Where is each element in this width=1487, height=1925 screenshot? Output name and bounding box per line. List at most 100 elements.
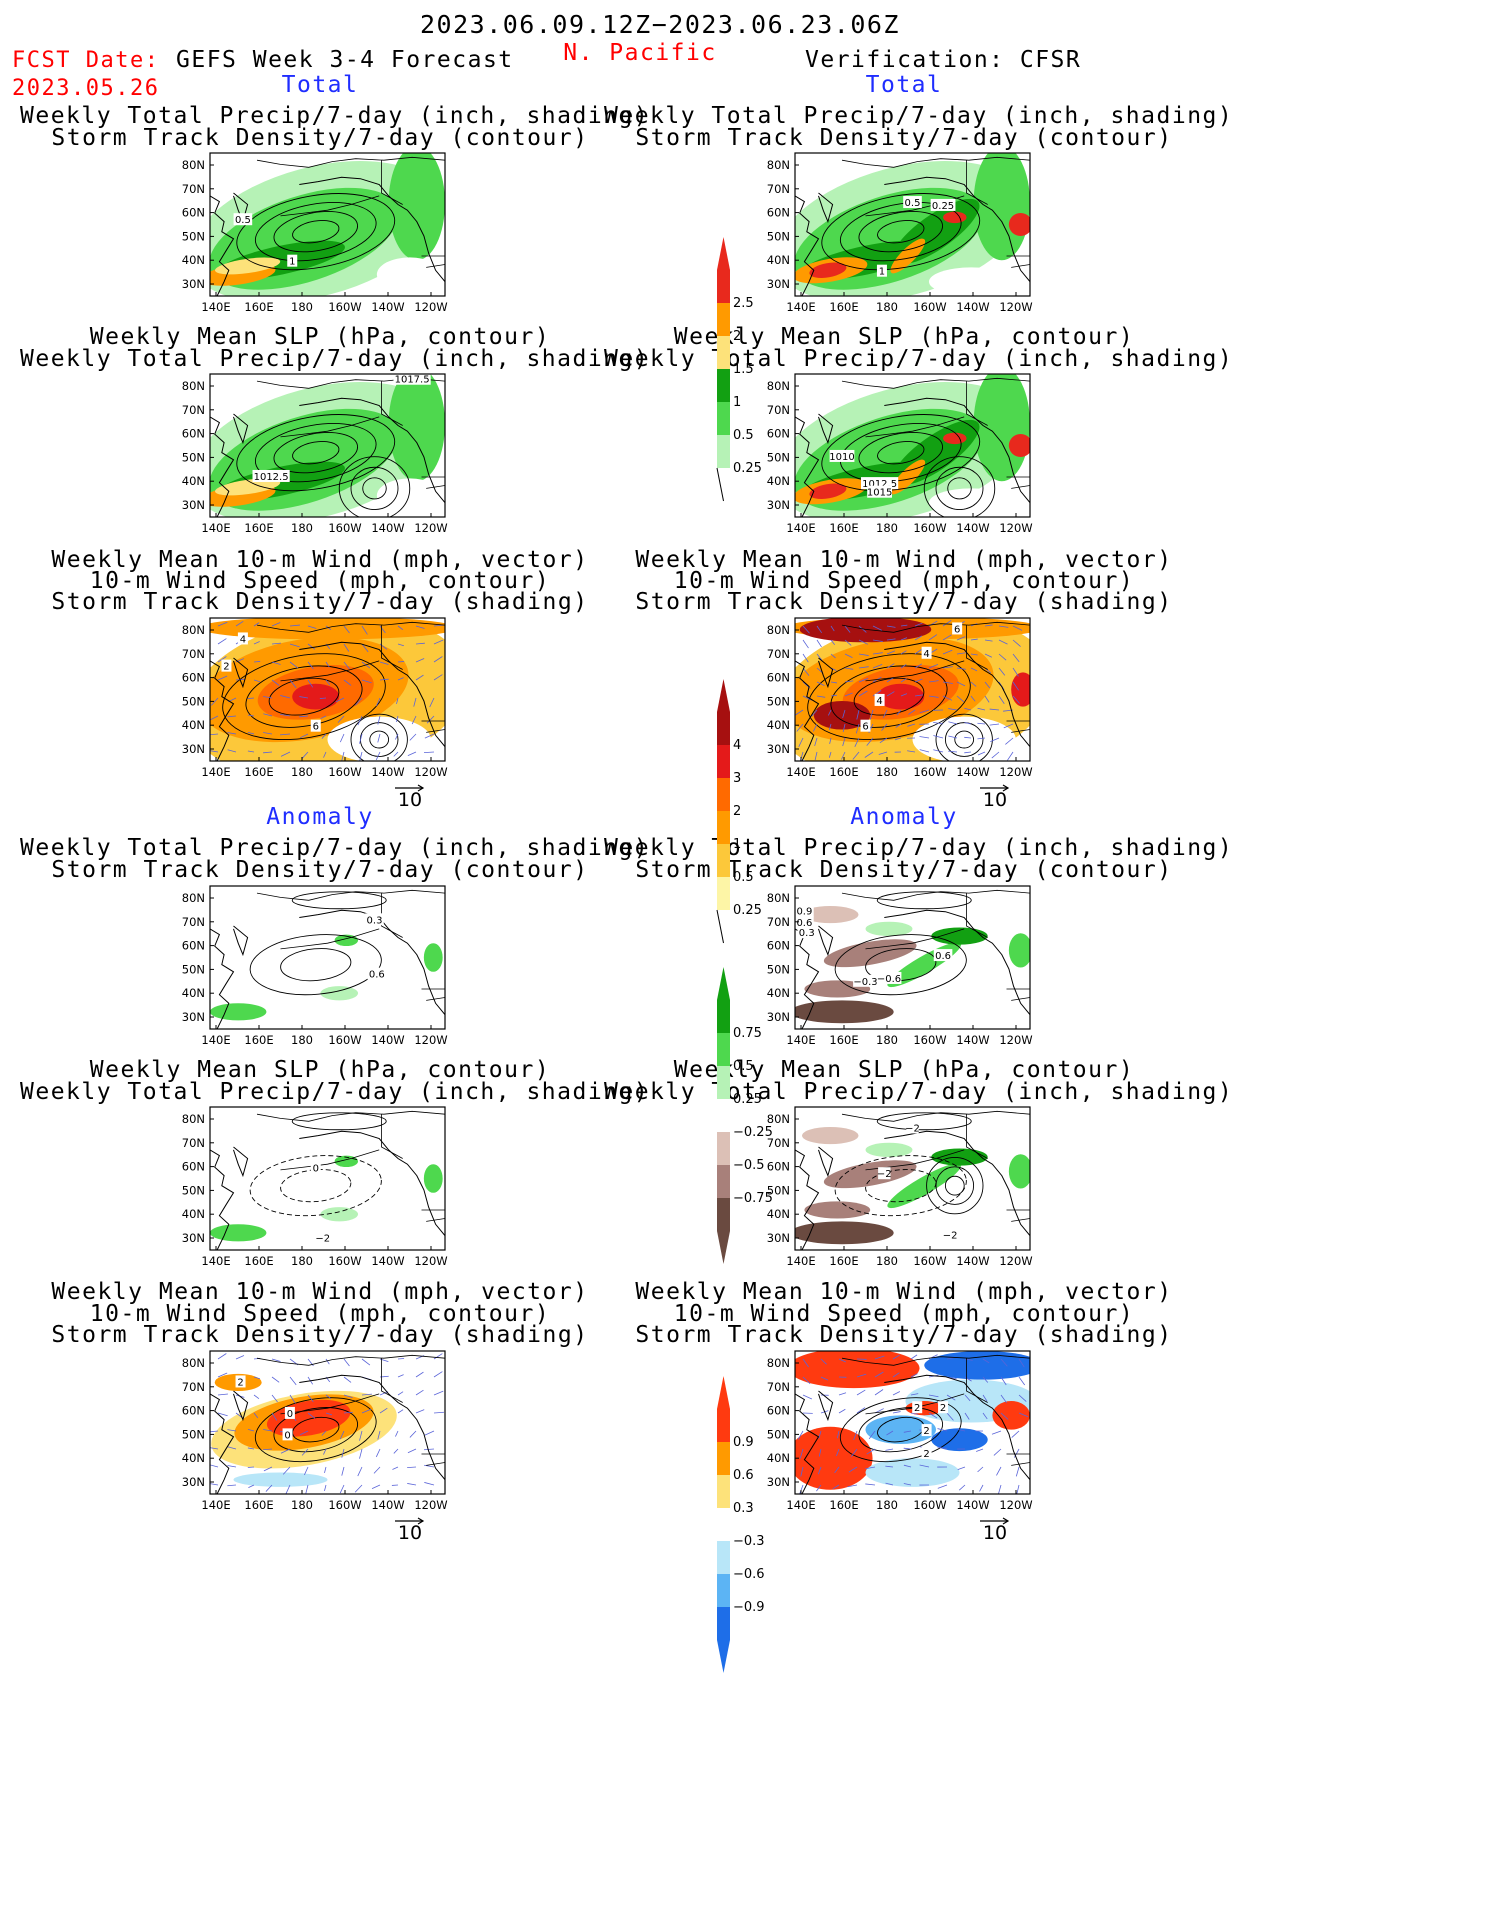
- wind-vector: [984, 624, 993, 627]
- wind-vector: [319, 697, 327, 699]
- lon-tick-label: 160W: [328, 765, 361, 779]
- contour-label-bg: [252, 469, 290, 482]
- model-title: GEFS Week 3-4 Forecast: [176, 47, 514, 73]
- map-panel-R3: 6 4 4 6 80N 70N 60N 50N 40N 30N 140E 160E 180 160W 140…: [767, 617, 1033, 811]
- aleutian-chain: [280, 1149, 380, 1171]
- lon-tick-label: 160E: [244, 1498, 273, 1512]
- contour-label-bg: [903, 196, 922, 209]
- wind-vector: [299, 715, 309, 718]
- wind-vector: [802, 695, 812, 701]
- wind-vector: [858, 690, 868, 697]
- lon-tick-label: 180: [876, 300, 898, 314]
- wind-vector: [357, 715, 363, 726]
- contour-label-bg: [797, 926, 817, 939]
- contour-label: 0.6: [935, 951, 951, 962]
- map-frame: [794, 1106, 1031, 1251]
- wind-vector: [933, 735, 944, 739]
- us-canada-border: [381, 381, 403, 426]
- wind-vector: [253, 661, 261, 663]
- shading-patch: [233, 1472, 328, 1487]
- wind-vector: [253, 1394, 260, 1400]
- wind-vector: [343, 679, 352, 686]
- wind-vector: [392, 1466, 399, 1470]
- wind-vector: [814, 737, 818, 747]
- contour-line: [858, 1407, 944, 1453]
- state-border: [1011, 264, 1030, 268]
- R3-title-1: Weekly Mean 10-m Wind (mph, vector): [635, 547, 1173, 573]
- wind-vector: [263, 1429, 273, 1432]
- wind-vector: [900, 624, 908, 627]
- contour-label-bg: [233, 213, 253, 226]
- wind-vector: [337, 715, 345, 723]
- R1-title-1: Weekly Total Precip/7-day (inch, shading…: [604, 103, 1234, 129]
- wind-vector: [865, 1466, 876, 1470]
- wind-vector: [321, 1430, 327, 1436]
- contour-label: 0: [313, 1163, 319, 1174]
- wind-vector: [217, 638, 227, 645]
- colorbar-segment: [717, 270, 730, 303]
- wind-vector: [977, 737, 986, 740]
- shading-patch: [823, 1160, 917, 1189]
- wind-vector: [325, 1358, 330, 1365]
- wind-vector: [375, 1448, 381, 1458]
- map-field: 4 2 6: [210, 618, 445, 761]
- wind-vector: [361, 625, 368, 635]
- wind-vector: [903, 1464, 912, 1468]
- wind-vector: [411, 715, 417, 725]
- shading-patch: [1008, 434, 1030, 457]
- wind-vector: [304, 1466, 309, 1476]
- map-panel-L4: 0.3 0.6 80N 70N 60N 50N 40N 30N 140E 160E 180 160W 1…: [182, 885, 448, 1047]
- wind-vector: [919, 709, 930, 714]
- fcst-date-value: 2023.05.26: [12, 76, 160, 101]
- contour-label-bg: [878, 1167, 891, 1180]
- lat-tick-label: 60N: [182, 206, 205, 220]
- contour-line: [236, 193, 396, 271]
- wind-vector: [424, 733, 435, 739]
- lat-tick-label: 50N: [767, 450, 790, 464]
- wind-vector: [433, 656, 443, 663]
- lat-tick-label: 40N: [182, 718, 205, 732]
- wind-vector: [886, 691, 895, 697]
- shading-patch: [887, 1163, 962, 1209]
- reference-vector-arrowhead: [1002, 1517, 1010, 1525]
- colorbar-segment: [717, 1165, 730, 1198]
- wind-vector: [834, 1466, 840, 1474]
- wind-vector: [1011, 1430, 1020, 1438]
- wind-vector: [948, 735, 958, 739]
- wind-vector: [948, 708, 958, 711]
- colorbar-tick-label: 2: [733, 329, 741, 344]
- wind-vector: [271, 679, 280, 686]
- wind-vector: [865, 1483, 876, 1486]
- lon-tick-label: 140E: [201, 521, 230, 535]
- colorbar-precip-anom: 0.75 0.5 0.25 −0.25 −0.5 −0.75: [717, 967, 773, 1264]
- wind-vector: [844, 692, 853, 697]
- lat-tick-label: 50N: [767, 962, 790, 976]
- wind-vector: [433, 1353, 443, 1360]
- wind-vector: [964, 1376, 972, 1382]
- contour-line: [254, 423, 377, 483]
- us-canada-border: [966, 381, 988, 426]
- colorbar-tick-label: 0.75: [733, 1026, 762, 1041]
- wind-vector: [984, 681, 991, 689]
- map-field: 0.5 0.25 1: [795, 153, 1030, 296]
- wind-vector: [323, 1448, 327, 1455]
- wind-vector: [850, 1448, 858, 1457]
- wind-vector: [397, 677, 404, 681]
- wind-vector: [325, 661, 330, 668]
- contour-label: −0.3: [853, 977, 877, 988]
- wind-vector: [872, 639, 883, 642]
- lon-tick-label: 120W: [999, 1254, 1032, 1268]
- lat-tick-label: 30N: [767, 277, 790, 291]
- wind-vector: [253, 641, 260, 645]
- contour-line: [858, 432, 943, 474]
- wind-vector: [942, 666, 953, 669]
- map-field: 0.3 0.6: [210, 886, 445, 1029]
- wind-vector: [375, 751, 381, 761]
- contour-line: [245, 665, 363, 728]
- R6-title-1: Weekly Mean 10-m Wind (mph, vector): [635, 1279, 1173, 1305]
- wind-vector: [1003, 723, 1014, 729]
- L3-title-3: Storm Track Density/7-day (shading): [51, 589, 589, 615]
- contour-label: −2: [315, 1234, 330, 1245]
- wind-vector: [946, 1412, 954, 1421]
- contour-line: [877, 441, 925, 465]
